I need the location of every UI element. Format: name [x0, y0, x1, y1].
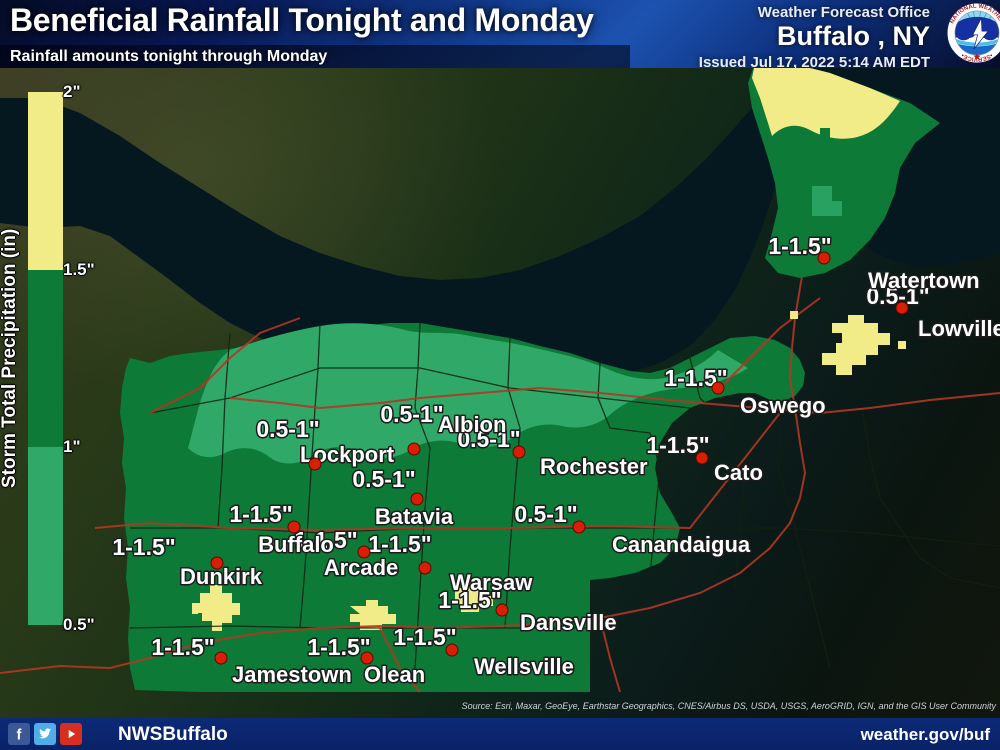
svg-text:Cato: Cato [714, 460, 763, 485]
svg-text:Warsaw: Warsaw [450, 570, 533, 595]
svg-text:Rochester: Rochester [540, 454, 648, 479]
svg-text:Arcade: Arcade [324, 555, 399, 580]
svg-text:0.5-1": 0.5-1" [352, 466, 415, 492]
svg-text:1-1.5": 1-1.5" [151, 634, 214, 660]
svg-text:0.5-1": 0.5-1" [256, 416, 319, 442]
svg-text:Canandaigua: Canandaigua [612, 532, 751, 557]
svg-text:Wellsville: Wellsville [474, 654, 574, 679]
svg-text:Olean: Olean [364, 662, 425, 687]
svg-text:0.5-1": 0.5-1" [514, 501, 577, 527]
svg-text:0.5-1": 0.5-1" [380, 401, 443, 427]
svg-text:Jamestown: Jamestown [232, 662, 352, 687]
svg-text:Oswego: Oswego [740, 393, 826, 418]
svg-text:Albion: Albion [438, 412, 506, 437]
svg-text:f: f [17, 728, 22, 744]
svg-text:1-1.5": 1-1.5" [368, 531, 431, 557]
svg-text:Batavia: Batavia [375, 504, 454, 529]
svg-text:1-1.5": 1-1.5" [229, 501, 292, 527]
svg-text:Dansville: Dansville [520, 610, 617, 635]
svg-text:Buffalo: Buffalo [258, 532, 334, 557]
svg-text:1-1.5": 1-1.5" [112, 534, 175, 560]
svg-text:Watertown: Watertown [868, 268, 980, 293]
svg-text:Lowville: Lowville [918, 316, 1000, 341]
